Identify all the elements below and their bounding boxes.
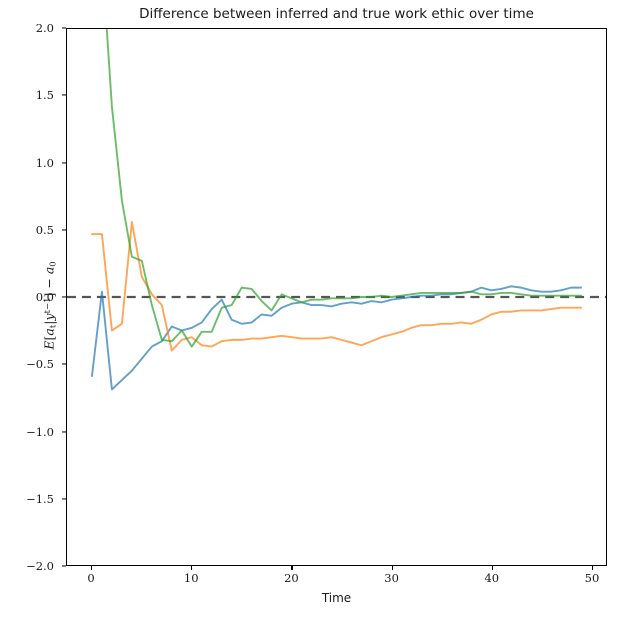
x-tick-mark xyxy=(291,566,293,570)
x-tick-label: 30 xyxy=(384,571,399,585)
x-tick-label: 50 xyxy=(584,571,600,585)
y-tick-mark xyxy=(62,363,66,365)
x-tick-label: 0 xyxy=(87,571,95,585)
y-tick-mark xyxy=(62,94,66,96)
line-series-2 xyxy=(91,221,582,352)
y-tick-label: −1.0 xyxy=(26,424,54,439)
line-series-3 xyxy=(105,29,582,348)
y-tick-label: −0.5 xyxy=(26,357,54,372)
y-tick-label: 1.5 xyxy=(35,88,54,103)
line-series-1 xyxy=(91,285,582,391)
y-tick-mark xyxy=(62,296,66,298)
y-tick-label: 1.0 xyxy=(35,155,54,170)
y-tick-mark xyxy=(62,229,66,231)
chart-title: Difference between inferred and true wor… xyxy=(139,6,534,22)
x-tick-mark xyxy=(91,566,93,570)
y-tick-label: 0.5 xyxy=(35,222,54,237)
x-axis-label: Time xyxy=(321,591,352,605)
y-tick-label: 0.0 xyxy=(35,290,54,304)
x-tick-mark xyxy=(391,566,393,570)
x-tick-label: 40 xyxy=(484,571,500,585)
x-tick-mark xyxy=(591,566,594,570)
x-tick-mark xyxy=(491,566,493,570)
y-tick-label: −2.0 xyxy=(26,559,54,573)
x-tick-label: 10 xyxy=(183,571,199,585)
y-tick-mark xyxy=(62,430,66,433)
plot-svg xyxy=(67,29,606,391)
x-tick-mark xyxy=(191,566,193,570)
y-tick-label: −1.5 xyxy=(26,491,54,506)
x-tick-label: 20 xyxy=(284,571,299,585)
plot-area xyxy=(66,28,607,566)
y-tick-mark xyxy=(62,27,66,29)
y-tick-label: 2.0 xyxy=(35,21,54,35)
y-tick-mark xyxy=(62,498,66,500)
y-tick-mark xyxy=(62,565,66,567)
y-tick-mark xyxy=(62,161,66,164)
